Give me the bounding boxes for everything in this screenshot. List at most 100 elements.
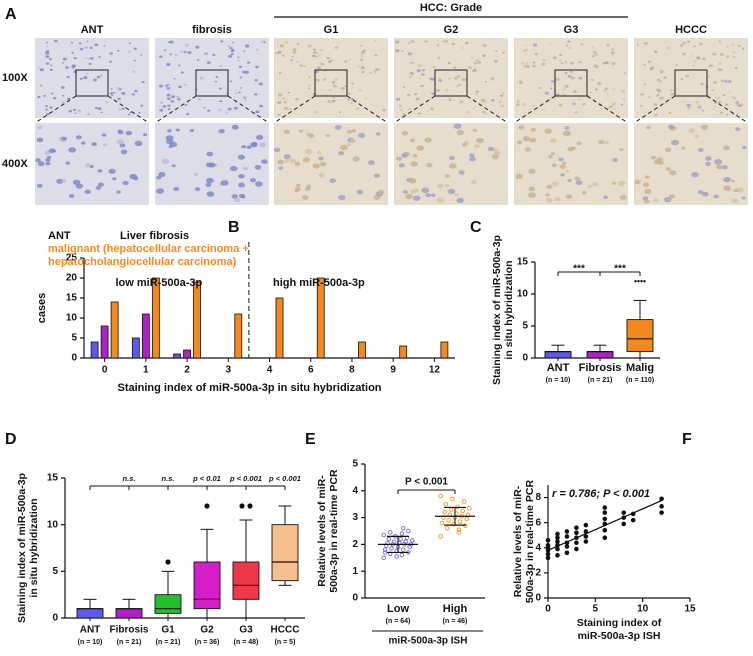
x-tick-label: 10 [637, 604, 649, 615]
bar [131, 337, 140, 359]
cell [737, 44, 741, 47]
cell [611, 102, 617, 106]
cell [481, 110, 486, 114]
cell [546, 184, 553, 190]
cell [717, 68, 722, 71]
cell [281, 97, 285, 100]
cell [493, 150, 501, 156]
cell [320, 62, 325, 66]
cell [89, 46, 93, 50]
cell [610, 51, 615, 55]
cell [521, 62, 524, 65]
cell [736, 112, 739, 115]
cell [692, 64, 696, 67]
cell [45, 50, 50, 53]
cell [558, 157, 564, 162]
cell [110, 88, 113, 90]
cell [98, 56, 101, 58]
point [394, 554, 399, 559]
cell [244, 70, 250, 74]
cell [401, 130, 409, 136]
cell [558, 59, 563, 62]
cell [37, 161, 45, 167]
cell [159, 84, 164, 88]
cell [735, 101, 740, 104]
cell [375, 132, 381, 136]
cell [203, 106, 206, 109]
x-tick-label: High [443, 603, 468, 615]
cell [247, 61, 251, 64]
cell [312, 163, 321, 169]
point [602, 510, 608, 515]
outlier [239, 503, 245, 509]
n-label: (n = 110) [626, 377, 654, 384]
cell [417, 112, 421, 115]
cell [168, 144, 174, 149]
cell [56, 178, 64, 184]
cell [85, 72, 89, 75]
cell [701, 109, 705, 112]
cell [485, 113, 488, 115]
cell [350, 97, 354, 100]
cell [680, 78, 684, 81]
cell [732, 51, 736, 54]
cell [112, 177, 117, 181]
zoom-box [674, 69, 708, 97]
cell [97, 107, 102, 111]
cell [358, 89, 362, 92]
cell [606, 93, 609, 96]
micrograph [35, 38, 149, 118]
cell [605, 88, 608, 90]
cell [645, 175, 650, 179]
cell [117, 130, 124, 135]
cell [578, 97, 581, 100]
cell [71, 64, 77, 68]
cell [159, 101, 164, 104]
cell [278, 93, 283, 97]
point [438, 493, 443, 499]
cell [418, 77, 421, 79]
cell [134, 140, 143, 147]
cell [733, 188, 739, 193]
point [555, 531, 560, 537]
cell [731, 96, 734, 98]
point [555, 553, 560, 558]
cell [219, 65, 222, 67]
cell [140, 54, 143, 56]
cell [523, 65, 527, 68]
cell [283, 101, 287, 104]
cell [656, 94, 659, 97]
cell [436, 44, 440, 47]
cell [573, 90, 577, 93]
cell [127, 113, 131, 116]
cell [330, 101, 334, 104]
cell [653, 159, 660, 165]
cell [220, 40, 224, 43]
cell [436, 89, 440, 92]
cell [178, 85, 182, 89]
cell [302, 157, 311, 163]
cell [702, 191, 709, 197]
cell [133, 59, 136, 62]
cell [86, 40, 89, 42]
cell [177, 98, 181, 101]
point [386, 536, 392, 542]
column-label: ANT [81, 24, 104, 36]
cell [206, 151, 214, 157]
significance: *** [573, 264, 585, 275]
cell [595, 53, 598, 56]
cell [732, 113, 735, 115]
cell [565, 194, 573, 200]
cell [611, 181, 617, 185]
cell [238, 65, 243, 69]
cell [61, 62, 64, 64]
y-tick-label: 5 [522, 321, 528, 332]
cell [132, 70, 136, 73]
legend-label: ANT [48, 230, 71, 242]
cell [464, 141, 469, 145]
cell [663, 76, 667, 79]
cell [238, 193, 245, 198]
cell [275, 51, 280, 55]
cell [73, 70, 78, 74]
cell [45, 62, 50, 65]
